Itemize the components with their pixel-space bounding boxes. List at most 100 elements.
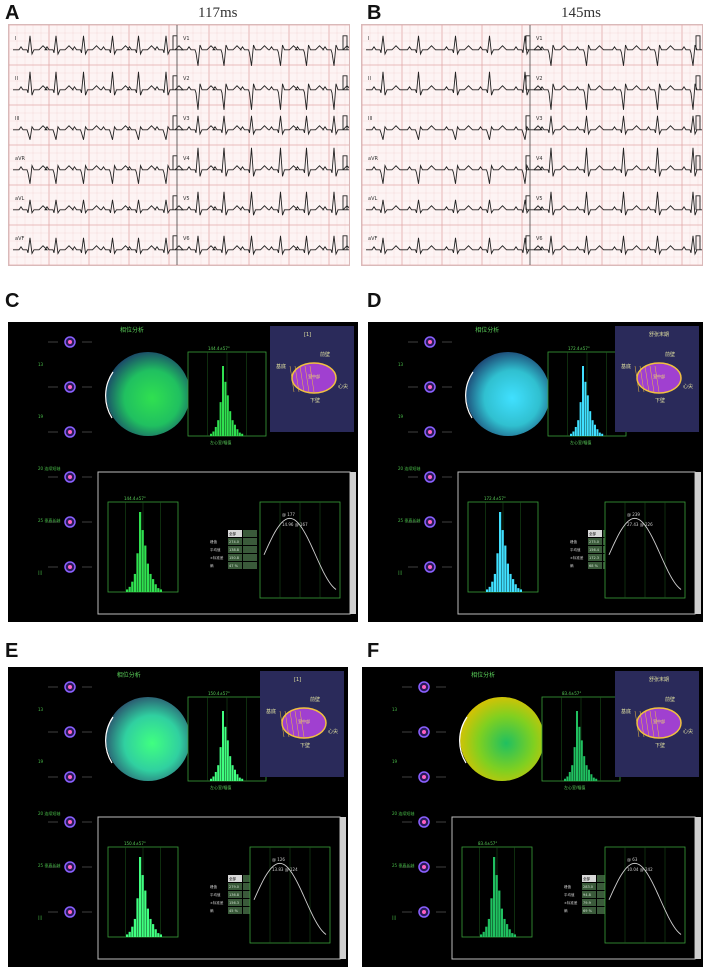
wide-histogram-bar: [159, 589, 162, 592]
slice-label: 25 垂直长轴: [38, 517, 60, 523]
histogram-bar: [231, 420, 234, 436]
stats-cell: [243, 538, 257, 545]
slice-core: [422, 685, 426, 689]
calibration-pulse: [695, 35, 701, 50]
ecg-lead-trace: [534, 191, 702, 216]
calibration-pulse: [695, 115, 701, 130]
ecg-lead-trace: [366, 125, 544, 140]
wide-histogram-bar: [152, 924, 155, 937]
histogram-bar: [212, 431, 215, 436]
ecg-lead-label: V6: [183, 236, 190, 242]
scrollbar[interactable]: [695, 472, 701, 614]
slice-core: [68, 430, 72, 434]
stats-value: 全部: [589, 531, 597, 536]
wide-histogram-bar: [517, 588, 520, 592]
histogram-bar: [212, 776, 215, 781]
curve-peak-label: @ 126: [272, 857, 285, 862]
slice-label: |||: [398, 570, 402, 575]
slice-core: [428, 520, 432, 524]
ecg-lead-trace: [181, 115, 349, 136]
label-anterior: 前壁: [665, 351, 675, 358]
ecg-lead-trace: [366, 163, 544, 184]
histogram-bar: [219, 747, 222, 781]
mesh-line: [644, 710, 650, 738]
histogram-bar: [238, 777, 241, 781]
phase-title: 相位分析: [471, 671, 495, 679]
histogram-bar: [598, 432, 601, 436]
ventricle-view-label: [1]: [304, 332, 311, 338]
slice-core: [68, 475, 72, 479]
histogram-bar: [577, 420, 580, 436]
mesh-line: [644, 365, 650, 393]
slice-core: [422, 820, 426, 824]
slice-core: [68, 865, 72, 869]
slice-label: 25 垂直长轴: [398, 517, 420, 523]
label-base: 基底: [276, 363, 286, 370]
stats-value: 156.4: [589, 548, 600, 552]
panel-letter-d: D: [367, 290, 382, 312]
histogram-bar: [564, 778, 566, 781]
label-apex: 心尖: [328, 728, 338, 735]
stats-cell: [228, 546, 242, 553]
ecg-lead-label: aVR: [368, 156, 378, 162]
histogram-bar: [210, 433, 212, 436]
wide-histogram-bar: [128, 931, 131, 937]
slice-core: [68, 730, 72, 734]
stats-cell: [243, 530, 257, 537]
mesh-line: [304, 365, 310, 393]
label-base: 基底: [621, 708, 631, 715]
wide-histogram-bar: [126, 934, 129, 937]
wide-histogram-bar: [144, 545, 147, 592]
stats-value: 274.0: [229, 540, 239, 544]
histogram-bar: [570, 433, 572, 436]
ecg-lead-label: I: [15, 36, 16, 42]
histogram-label: 83.4±57°: [562, 691, 581, 696]
polar-map: [106, 352, 190, 436]
ecg-lead-label: V6: [536, 236, 543, 242]
ecg-lead-trace: [181, 83, 349, 110]
stats-cell: [597, 891, 611, 898]
stats-cell: [588, 546, 602, 553]
calibration-pulse: [172, 75, 178, 90]
slice-core: [422, 865, 426, 869]
wide-histogram-bar: [519, 589, 522, 592]
wide-histogram-bar: [508, 929, 511, 937]
calibration-pulse: [342, 75, 348, 90]
label-apex: 心尖: [338, 383, 348, 390]
stats-cell: [582, 891, 596, 898]
mesh-line: [654, 710, 660, 738]
calibration-pulse: [342, 195, 348, 210]
calibration-pulse: [342, 35, 348, 50]
label-base: 基底: [621, 363, 631, 370]
wide-histogram-bar: [133, 918, 136, 937]
phase-title: 相位分析: [117, 671, 141, 679]
wide-histogram-bar: [511, 933, 514, 937]
stats-value: 47 %: [229, 564, 239, 568]
histogram-bar: [579, 402, 582, 436]
stats-value: 283.0: [583, 885, 593, 889]
wide-histogram-bar: [506, 563, 509, 592]
histogram-bar: [229, 756, 232, 781]
scrollbar[interactable]: [695, 817, 701, 959]
ecg-lead-trace: [181, 191, 349, 216]
scrollbar[interactable]: [340, 817, 346, 959]
histogram-bar: [229, 411, 232, 436]
scrollbar[interactable]: [350, 472, 356, 614]
stats-cell: [228, 883, 242, 890]
ecg-lead-label: aVF: [15, 236, 24, 242]
wide-histogram-bar: [159, 934, 162, 937]
calibration-pulse: [172, 195, 178, 210]
ventricle-view-label: 舒张末期: [649, 331, 669, 338]
histogram-bar: [217, 765, 220, 781]
stats-label: 熵: [570, 563, 574, 568]
histogram-axis-label: 左心室/幅值: [564, 784, 585, 790]
stats-cell: [588, 554, 602, 561]
ecg-lead-trace: [366, 71, 544, 96]
slice-label: 20 连续短轴: [38, 465, 60, 471]
stats-value: 79.9: [583, 901, 591, 905]
wide-histogram-bar: [486, 589, 489, 592]
ecg-lead-trace: [366, 35, 544, 56]
stats-cell: [582, 875, 596, 882]
wide-histogram-bar: [480, 934, 483, 937]
histogram-bar: [594, 424, 596, 436]
